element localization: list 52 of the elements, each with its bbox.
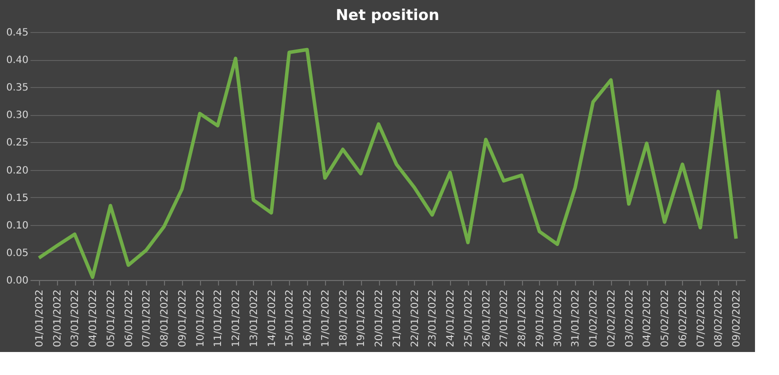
y-tick-label: 0.40: [6, 55, 28, 66]
x-tick-label: 02/02/2022: [606, 290, 618, 348]
x-tick-label: 21/01/2022: [392, 290, 403, 348]
x-tick-label: 07/02/2022: [696, 290, 707, 348]
x-tick-label: 13/01/2022: [248, 290, 260, 348]
x-tick-label: 08/01/2022: [160, 290, 171, 348]
x-tick-label: 09/01/2022: [177, 290, 188, 348]
y-tick-label: 0.20: [6, 165, 28, 176]
x-tick-label: 22/01/2022: [410, 290, 421, 348]
x-tick-label: 06/02/2022: [678, 290, 689, 348]
x-tick-label: 19/01/2022: [356, 290, 368, 348]
y-tick-label: 0.45: [6, 28, 28, 38]
x-tick-label: 14/01/2022: [266, 290, 278, 348]
y-tick-label: 0.30: [6, 110, 28, 122]
line-series: [37, 48, 738, 279]
x-tick-label: 08/02/2022: [714, 290, 725, 348]
x-tick-label: 11/01/2022: [213, 290, 224, 348]
x-tick-label: 27/01/2022: [499, 290, 510, 348]
y-tick-label: 0.25: [6, 138, 28, 149]
x-tick-label: 12/01/2022: [231, 290, 242, 348]
x-tick-label: 01/02/2022: [588, 290, 600, 348]
y-tick-label: 0.10: [6, 220, 28, 232]
x-tick-label: 15/01/2022: [284, 290, 296, 348]
x-tick-label: 05/01/2022: [106, 290, 117, 348]
y-tick-label: 0.00: [6, 276, 28, 286]
x-tick-label: 04/02/2022: [642, 290, 654, 348]
x-tick-label: 31/01/2022: [570, 290, 582, 348]
y-tick-label: 0.05: [6, 248, 28, 259]
x-tick-label: 05/02/2022: [660, 290, 672, 348]
x-tick-label: 02/01/2022: [52, 290, 64, 348]
x-tick-label: 23/01/2022: [428, 290, 439, 348]
x-tick-label: 09/02/2022: [732, 290, 743, 348]
chart-title: Net position: [336, 6, 440, 24]
x-tick-label: 01/01/2022: [34, 290, 46, 348]
x-tick-label: 28/01/2022: [517, 290, 528, 348]
x-tick-label: 20/01/2022: [374, 290, 386, 348]
y-tick-label: 0.35: [6, 82, 28, 94]
x-tick-label: 03/02/2022: [624, 290, 636, 348]
x-tick-label: 24/01/2022: [446, 290, 457, 348]
x-tick-label: 18/01/2022: [338, 290, 350, 348]
x-tick-label: 30/01/2022: [552, 290, 564, 348]
x-tick-label: 04/01/2022: [88, 290, 100, 348]
x-tick-label: 16/01/2022: [302, 290, 314, 348]
x-tick-label: 26/01/2022: [481, 290, 492, 348]
x-tick-label: 17/01/2022: [320, 290, 332, 348]
x-tick-label: 07/01/2022: [142, 290, 153, 348]
x-tick-label: 25/01/2022: [463, 290, 474, 348]
x-tick-label: 10/01/2022: [195, 290, 206, 348]
x-tick-label: 29/01/2022: [534, 290, 546, 348]
y-tick-label: 0.15: [6, 192, 28, 204]
x-tick-label: 06/01/2022: [124, 290, 135, 348]
x-tick-label: 03/01/2022: [70, 290, 82, 348]
